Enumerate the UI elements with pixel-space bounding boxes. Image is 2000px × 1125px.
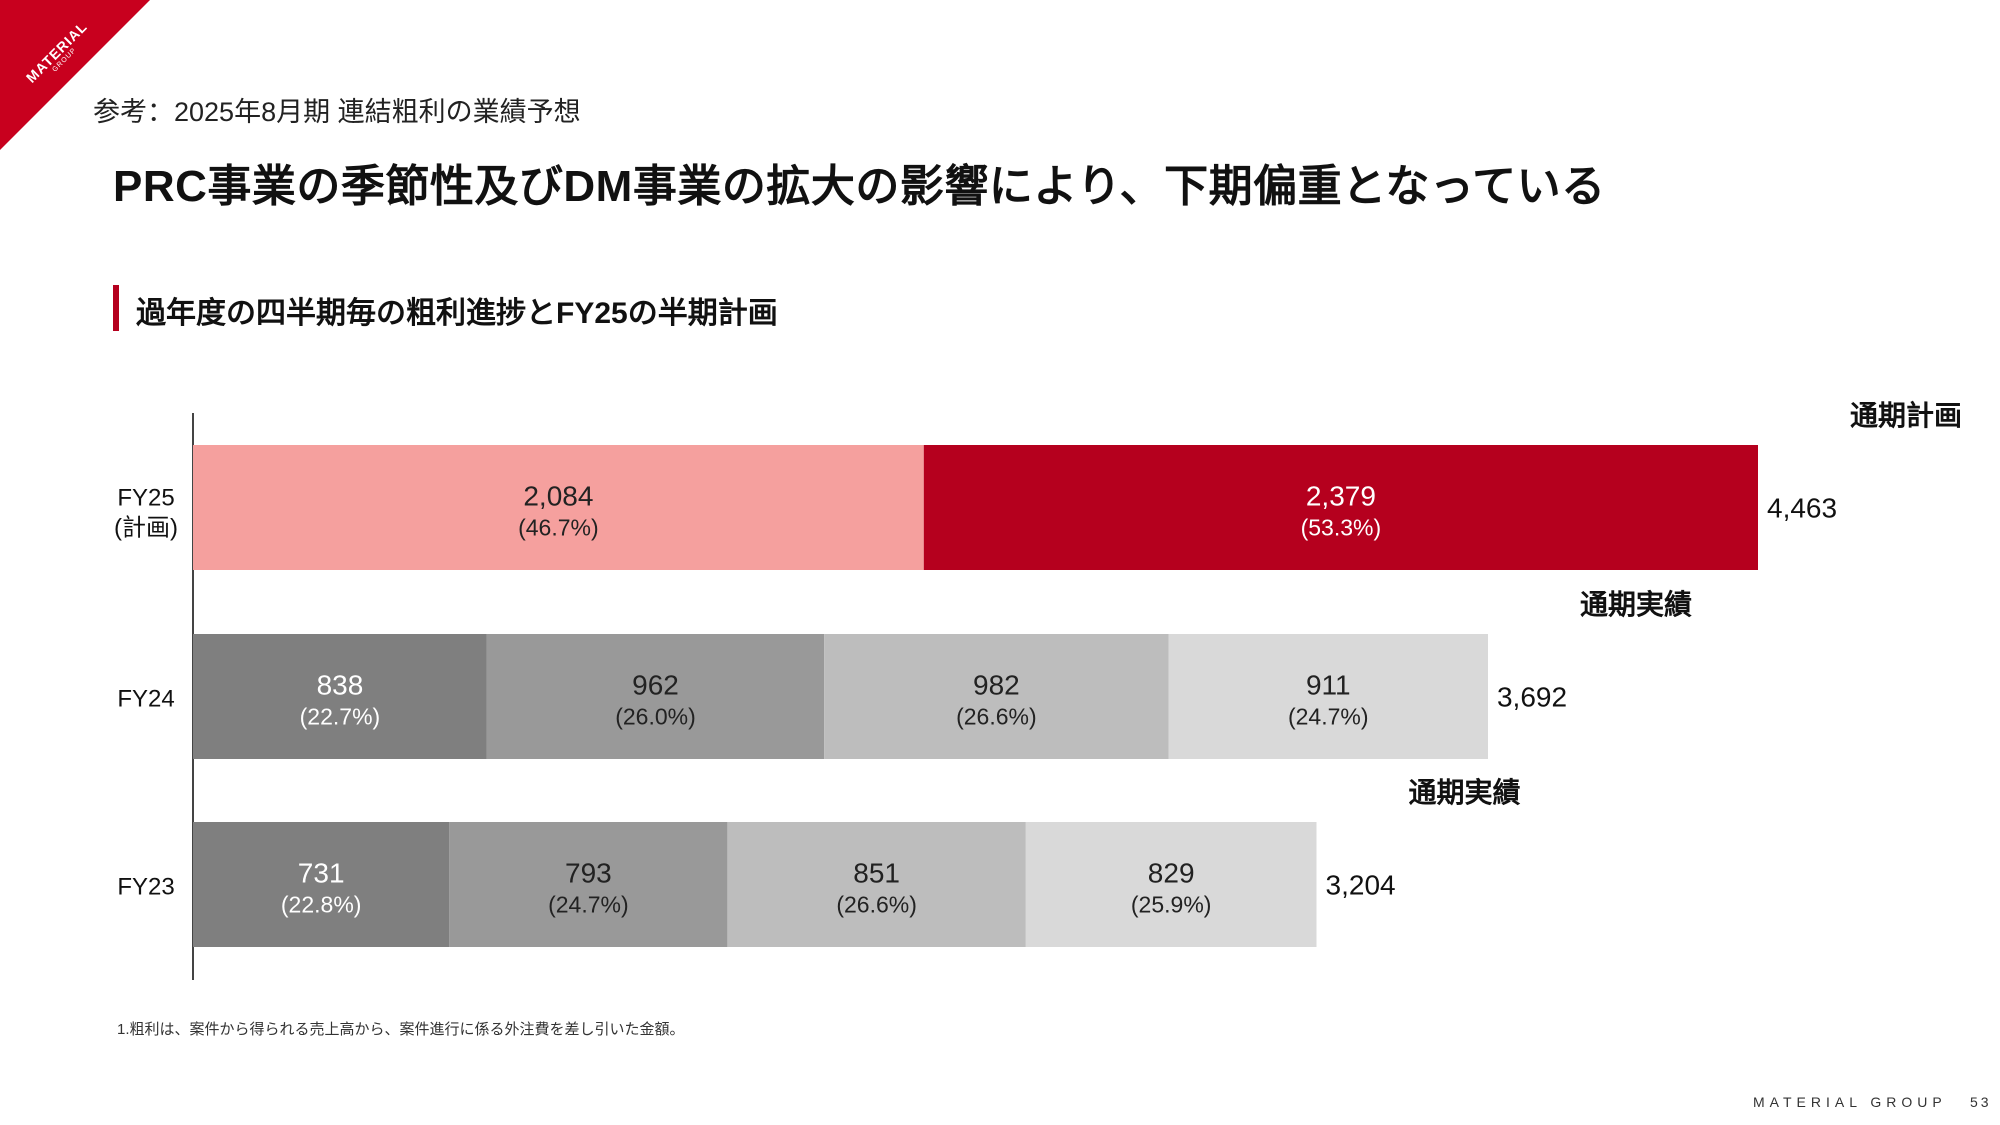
segment-value-label: 793	[565, 858, 612, 889]
brand-corner-logo	[0, 0, 150, 150]
segment-pct-label: (26.6%)	[836, 892, 917, 918]
segment-value-label: 962	[632, 670, 679, 701]
total-label: 3,692	[1497, 682, 1567, 713]
segment-pct-label: (53.3%)	[1301, 515, 1382, 541]
bar-segment	[193, 445, 924, 570]
segment-pct-label: (25.9%)	[1131, 892, 1212, 918]
segment-value-label: 838	[317, 670, 364, 701]
segment-value-label: 851	[853, 858, 900, 889]
segment-value-label: 731	[298, 858, 345, 889]
page-number: 53	[1970, 1094, 1992, 1110]
segment-value-label: 911	[1306, 670, 1351, 701]
total-label: 4,463	[1767, 493, 1837, 524]
segment-value-label: 982	[973, 670, 1020, 701]
segment-pct-label: (24.7%)	[548, 892, 629, 918]
segment-pct-label: (22.8%)	[281, 892, 362, 918]
segment-value-label: 2,084	[523, 481, 593, 512]
bar-segment	[727, 822, 1026, 947]
bar-segment	[1168, 634, 1488, 759]
bar-segment	[923, 445, 1758, 570]
segment-pct-label: (26.6%)	[956, 704, 1037, 730]
row-label: (計画)	[114, 515, 178, 542]
bar-segment	[486, 634, 825, 759]
kicker-text: 参考：2025年8月期 連結粗利の業績予想	[93, 97, 581, 127]
bar-segment	[193, 634, 487, 759]
row-label: FY24	[117, 686, 174, 713]
row-label: FY23	[117, 874, 174, 901]
segment-pct-label: (24.7%)	[1288, 704, 1369, 730]
bar-segment	[824, 634, 1169, 759]
segment-pct-label: (22.7%)	[300, 704, 381, 730]
stacked-bar-chart: FY25 (計画) 2,084 (46.7%) 2,379 (53.3%) 4,463 通期計…	[114, 399, 1962, 980]
segment-value-label: 829	[1148, 858, 1195, 889]
bar-segment	[193, 822, 450, 947]
section-title: 過年度の四半期毎の粗利進捗とFY25の半期計画	[136, 297, 778, 330]
page-headline: PRC事業の季節性及びDM事業の拡大の影響により、下期偏重となっている	[113, 162, 1606, 211]
total-caption: 通期計画	[1850, 399, 1962, 431]
footnote: 1.粗利は、案件から得られる売上高から、案件進行に係る外注費を差し引いた金額。	[117, 1021, 685, 1038]
segment-pct-label: (26.0%)	[615, 704, 696, 730]
brand-corner-triangle	[0, 0, 150, 150]
row-label: FY25	[117, 485, 174, 512]
segment-value-label: 2,379	[1306, 481, 1376, 512]
bar-segment	[449, 822, 728, 947]
total-caption: 通期実績	[1409, 776, 1521, 808]
total-caption: 通期実績	[1580, 588, 1692, 620]
segment-pct-label: (46.7%)	[518, 515, 599, 541]
bar-segment	[1025, 822, 1317, 947]
section-accent-bar	[113, 285, 119, 331]
total-label: 3,204	[1326, 870, 1396, 901]
footer-brand: MATERIAL GROUP	[1753, 1094, 1947, 1110]
